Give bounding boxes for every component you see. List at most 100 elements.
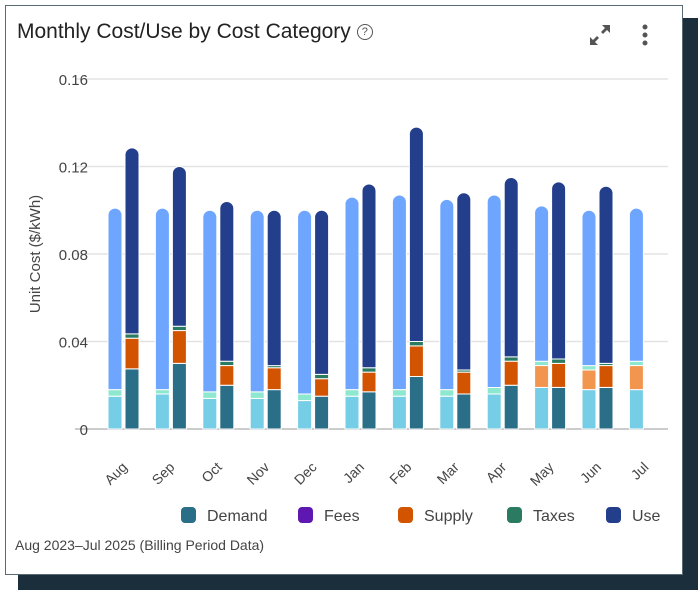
bar-segment-demand xyxy=(202,397,218,430)
bar-segment-demand xyxy=(534,386,550,430)
bar-segment-supply xyxy=(551,362,567,388)
legend-item-supply[interactable]: Supply xyxy=(424,508,473,525)
legend-item-use[interactable]: Use xyxy=(632,508,661,525)
bar-segment-use xyxy=(551,181,567,360)
bar-segment-taxes xyxy=(534,360,550,367)
bar-segment-supply xyxy=(503,360,519,386)
bar-segment-use xyxy=(154,207,170,391)
x-tick-label: May xyxy=(527,459,557,489)
bar-segment-demand xyxy=(171,362,187,430)
bar-segment-taxes xyxy=(486,386,502,395)
bar-segment-taxes xyxy=(154,389,170,395)
legend-swatch-fees xyxy=(298,507,313,523)
x-tick-label: Mar xyxy=(434,459,463,488)
bar-segment-demand xyxy=(249,397,265,430)
bar-segment-demand xyxy=(551,386,567,430)
x-tick-label: Nov xyxy=(243,459,272,488)
y-tick-label: 0 xyxy=(80,422,88,439)
bar-segment-use xyxy=(598,185,614,364)
y-tick-label: 0.12 xyxy=(59,160,88,177)
bar-segment-demand xyxy=(391,395,407,430)
y-tick-label: 0.16 xyxy=(59,72,88,89)
bar-segment-taxes xyxy=(249,391,265,399)
bar-segment-use xyxy=(628,207,644,362)
expand-icon[interactable] xyxy=(587,22,613,48)
bar-segment-demand xyxy=(344,395,360,430)
bar-segment-supply xyxy=(456,371,472,395)
bar-segment-taxes xyxy=(107,389,123,397)
date-range-label: Aug 2023–Jul 2025 (Billing Period Data) xyxy=(15,537,265,553)
bar-segment-taxes xyxy=(551,358,567,364)
x-tick-label: Aug xyxy=(101,459,130,488)
chart-title: Monthly Cost/Use by Cost Category? xyxy=(17,20,373,44)
bar-segment-taxes xyxy=(171,325,187,332)
bar-segment-use xyxy=(314,209,330,375)
bar-segment-use xyxy=(249,209,265,393)
bar-segment-supply xyxy=(314,378,330,397)
bar-segment-supply xyxy=(266,367,282,391)
bar-segment-supply xyxy=(408,345,424,377)
bar-segment-taxes xyxy=(314,373,330,380)
x-tick-label: Dec xyxy=(291,459,320,488)
bar-segment-use xyxy=(171,166,187,327)
legend-swatch-supply xyxy=(398,507,413,523)
bar-segment-demand xyxy=(598,386,614,430)
bar-segment-taxes xyxy=(581,365,597,371)
bar-segment-taxes xyxy=(297,393,313,402)
bar-segment-taxes xyxy=(391,389,407,397)
bar-segment-supply xyxy=(361,371,377,393)
bar-segment-taxes xyxy=(124,333,140,339)
question-circle-icon[interactable]: ? xyxy=(356,24,373,40)
bar-segment-supply xyxy=(171,330,187,364)
x-tick-label: Apr xyxy=(483,459,510,486)
x-tick-label: Jun xyxy=(577,459,604,486)
bar-segment-taxes xyxy=(344,389,360,397)
bar-segment-demand xyxy=(154,393,170,430)
y-tick-label: 0.04 xyxy=(59,335,88,352)
bar-segment-supply xyxy=(628,365,644,391)
bar-segment-supply xyxy=(219,365,235,386)
bar-segment-demand xyxy=(124,368,140,430)
bar-segment-demand xyxy=(439,395,455,430)
legend-item-taxes[interactable]: Taxes xyxy=(533,508,575,525)
bar-segment-use xyxy=(503,176,519,358)
y-axis-label: Unit Cost ($/kWh) xyxy=(27,195,44,313)
bar-segment-use xyxy=(408,126,424,342)
bar-segment-use xyxy=(581,209,597,367)
bar-segment-use xyxy=(361,183,377,369)
bar-segment-demand xyxy=(456,393,472,430)
legend-swatch-demand xyxy=(181,507,196,523)
kebab-menu-icon[interactable] xyxy=(638,22,652,48)
bar-segment-use xyxy=(456,192,472,371)
bar-segment-supply xyxy=(598,365,614,388)
bar-segment-demand xyxy=(107,395,123,430)
x-tick-label: Oct xyxy=(198,459,225,486)
bar-segment-taxes xyxy=(503,356,519,362)
bar-segment-taxes xyxy=(408,341,424,347)
bar-segment-demand xyxy=(486,393,502,430)
bar-segment-use xyxy=(534,205,550,362)
bar-segment-supply xyxy=(124,337,140,370)
bar-segment-demand xyxy=(408,376,424,430)
bar-segment-demand xyxy=(361,391,377,430)
bar-segment-taxes xyxy=(361,367,377,373)
bar-segment-use xyxy=(107,207,123,391)
bar-segment-use xyxy=(344,196,360,391)
bar-segment-use xyxy=(124,147,140,335)
x-tick-label: Jul xyxy=(628,459,652,483)
bar-segment-use xyxy=(266,209,282,367)
legend-item-demand[interactable]: Demand xyxy=(207,508,267,525)
bar-segment-use xyxy=(486,194,502,388)
bar-segment-use xyxy=(439,198,455,391)
x-tick-label: Sep xyxy=(149,459,178,488)
bar-segment-taxes xyxy=(439,389,455,397)
bar-segment-demand xyxy=(628,389,644,430)
x-tick-label: Feb xyxy=(386,459,415,488)
bar-segment-taxes xyxy=(219,360,235,367)
bar-segment-demand xyxy=(297,400,313,430)
legend-item-fees[interactable]: Fees xyxy=(324,508,360,525)
bar-segment-taxes xyxy=(628,360,644,367)
bar-segment-demand xyxy=(503,384,519,430)
bar-segment-supply xyxy=(534,365,550,388)
